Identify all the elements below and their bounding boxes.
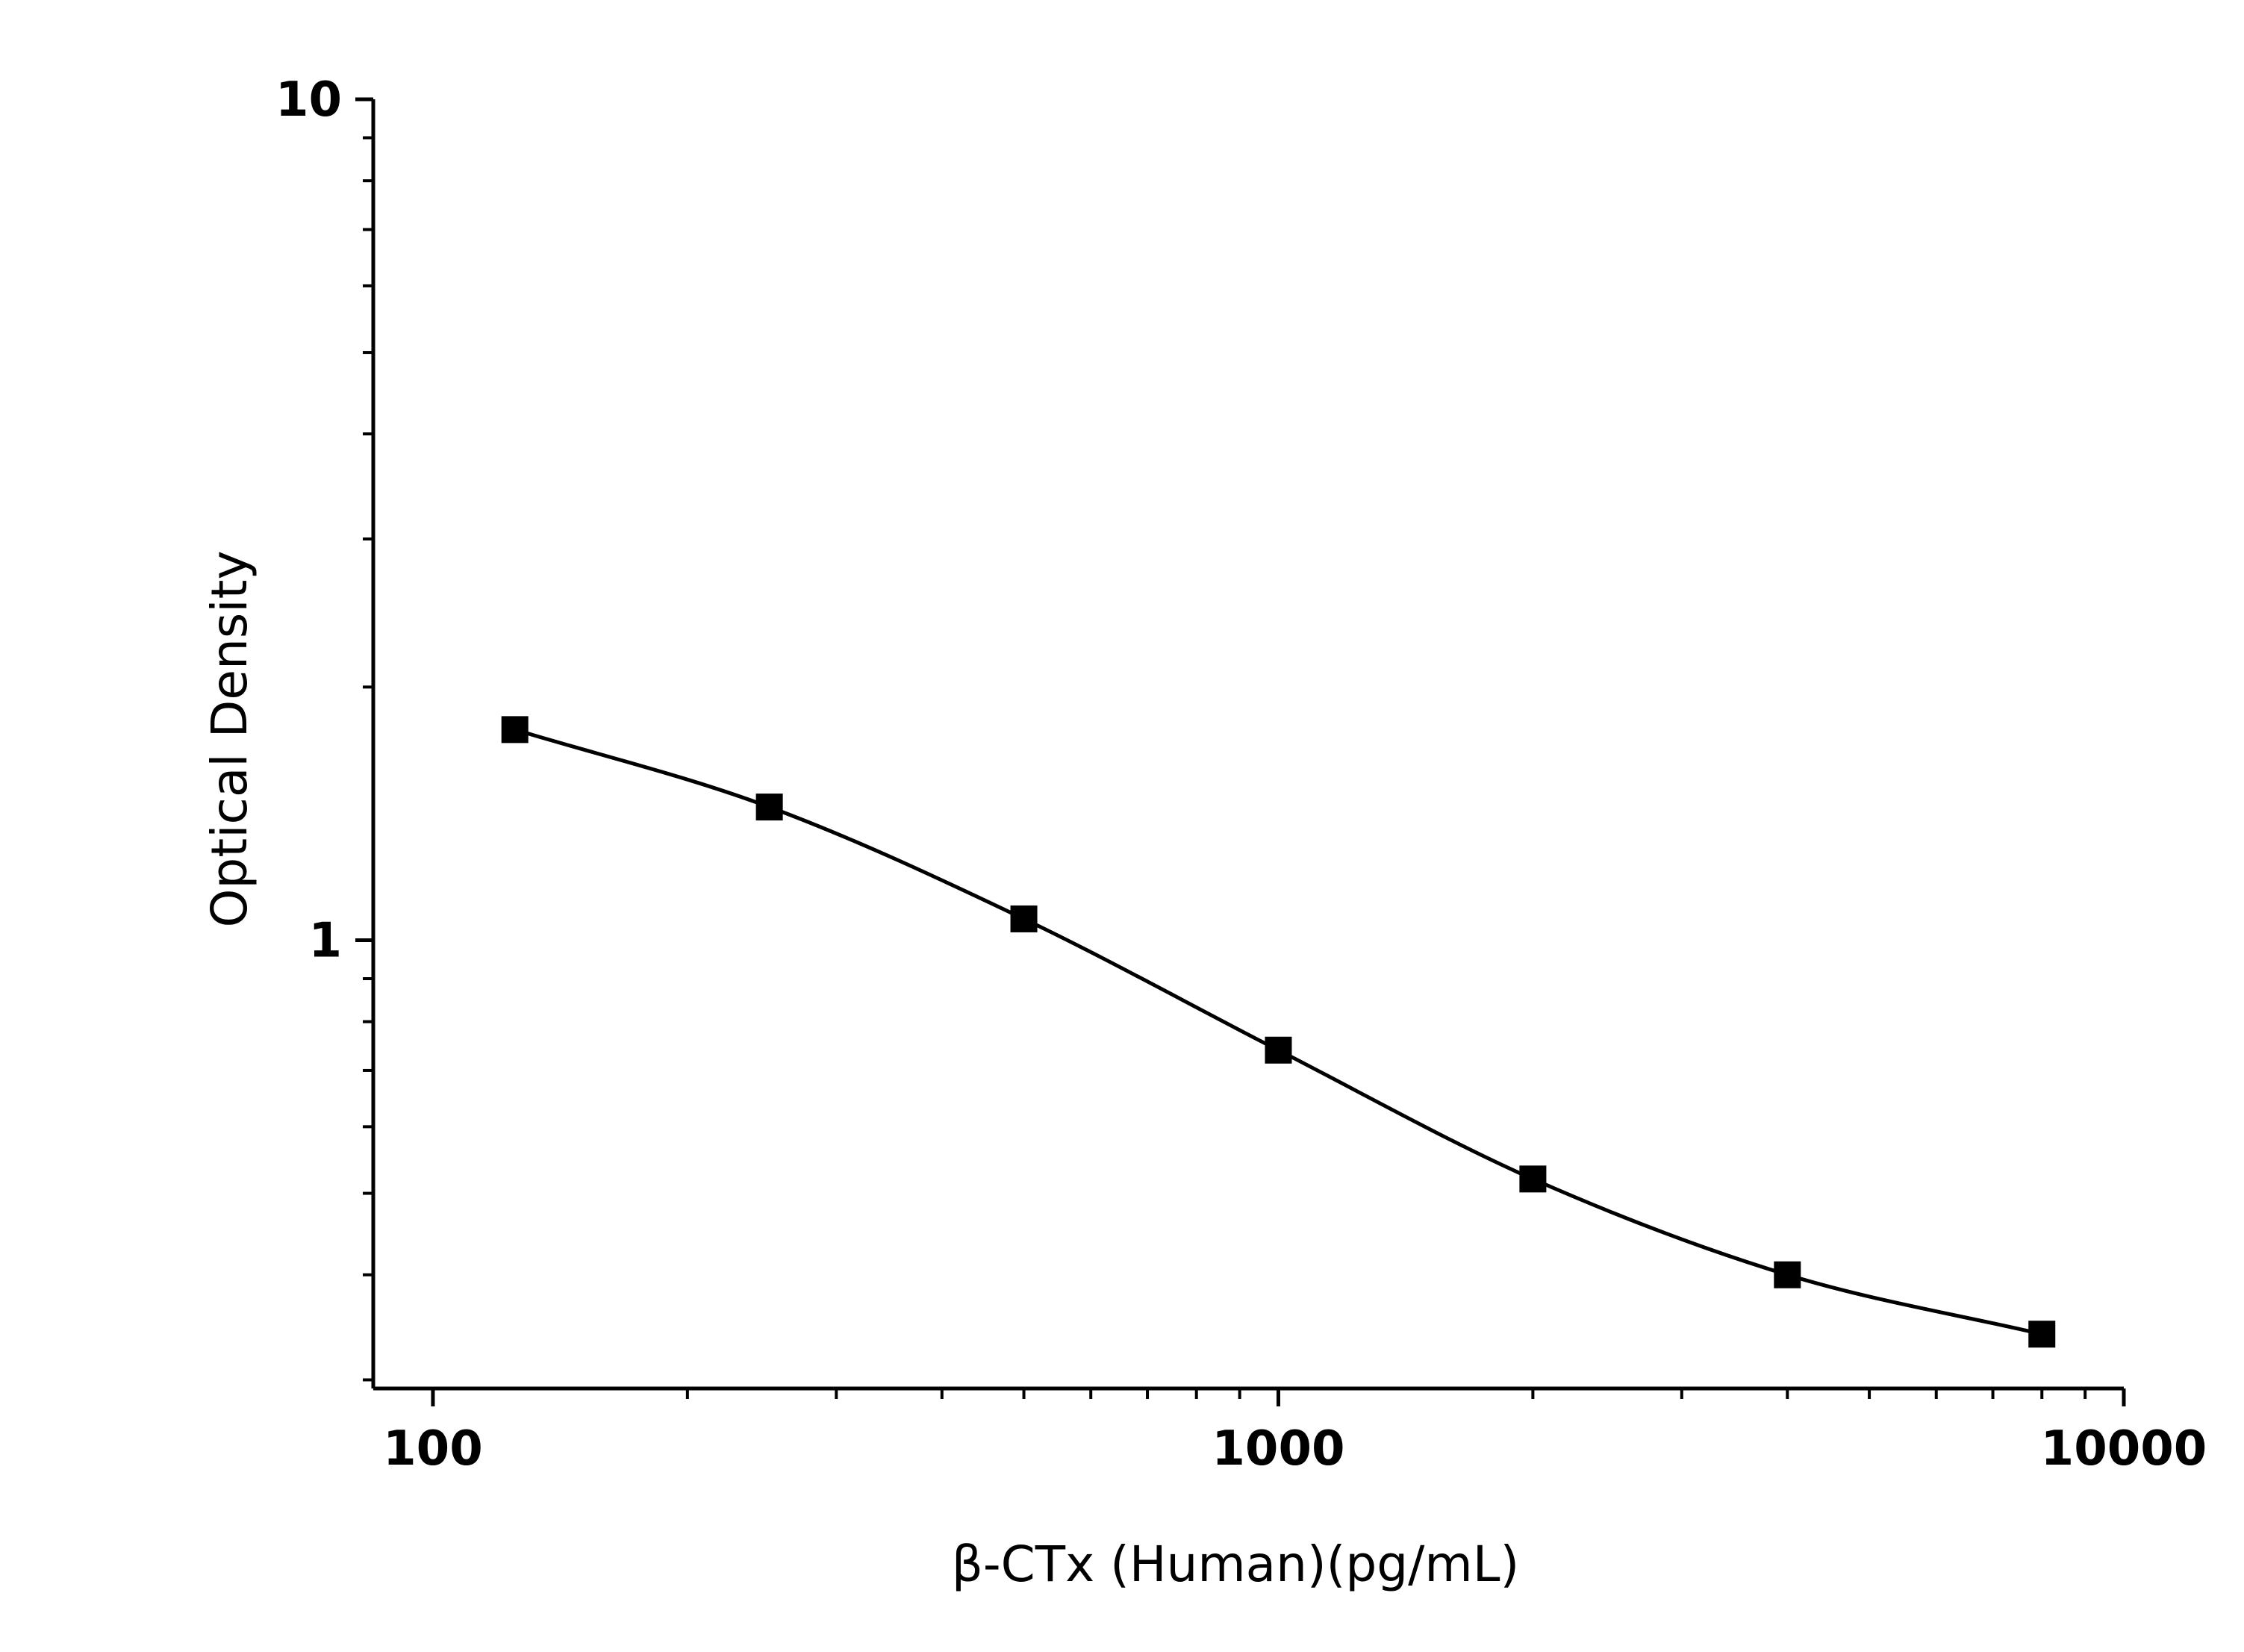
data-point bbox=[501, 716, 529, 744]
data-point bbox=[1519, 1165, 1547, 1193]
minor-ticks bbox=[363, 136, 2087, 1399]
major-ticks bbox=[355, 97, 2126, 1406]
tick-labels: 100 1000 10000 1 10 bbox=[275, 72, 2207, 1477]
fit-curve bbox=[514, 728, 2042, 1336]
x-tick-label: 100 bbox=[383, 1421, 483, 1477]
y-axis-label: Optical Density bbox=[201, 550, 258, 927]
data-markers bbox=[501, 716, 2056, 1348]
data-point bbox=[1265, 1036, 1292, 1064]
x-axis-label: β-CTx (Human)(pg/mL) bbox=[952, 1536, 1519, 1593]
x-tick-label: 10000 bbox=[2041, 1421, 2207, 1477]
data-point bbox=[755, 794, 783, 821]
data-point bbox=[1010, 905, 1038, 932]
y-tick-label: 1 bbox=[308, 913, 342, 968]
axes bbox=[371, 99, 2124, 1391]
data-point bbox=[2028, 1321, 2056, 1348]
x-tick-label: 1000 bbox=[1212, 1421, 1344, 1477]
data-point bbox=[1774, 1261, 1801, 1288]
y-tick-label: 10 bbox=[275, 72, 342, 128]
